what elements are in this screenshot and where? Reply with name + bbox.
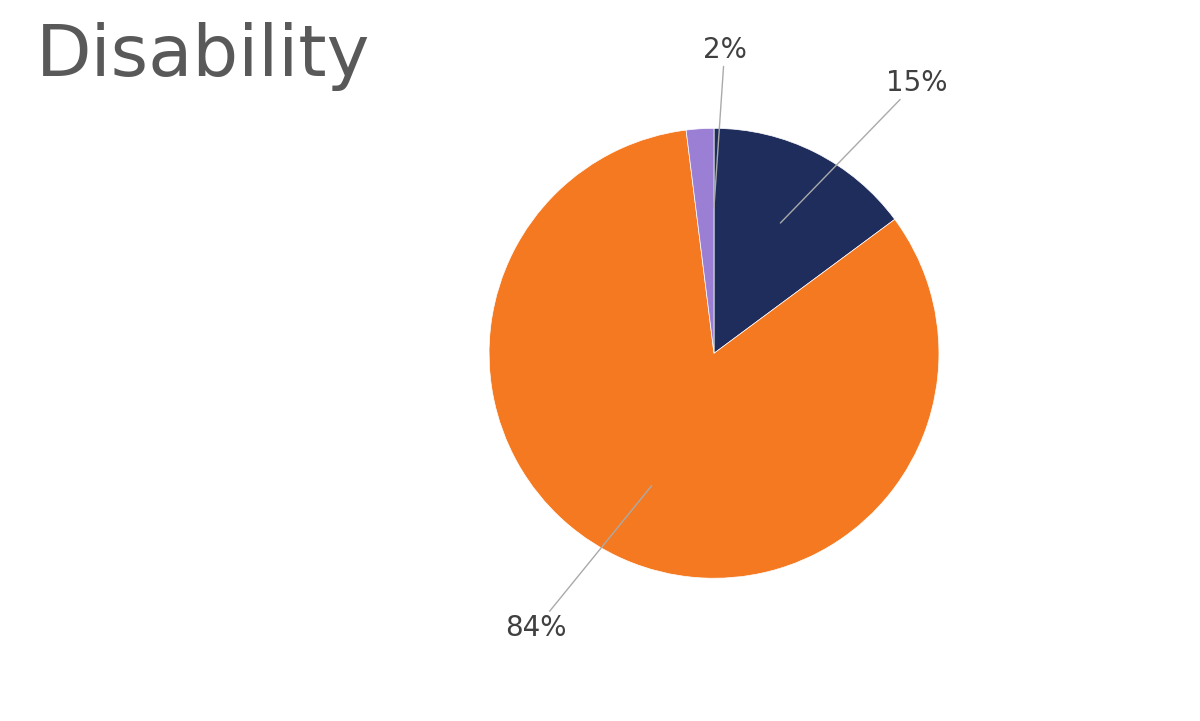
Wedge shape <box>714 128 895 353</box>
Text: 84%: 84% <box>505 485 652 642</box>
Text: 15%: 15% <box>780 68 947 223</box>
Text: Disability: Disability <box>36 22 371 91</box>
Text: 2%: 2% <box>703 35 746 207</box>
Wedge shape <box>490 130 938 578</box>
Wedge shape <box>686 128 714 353</box>
